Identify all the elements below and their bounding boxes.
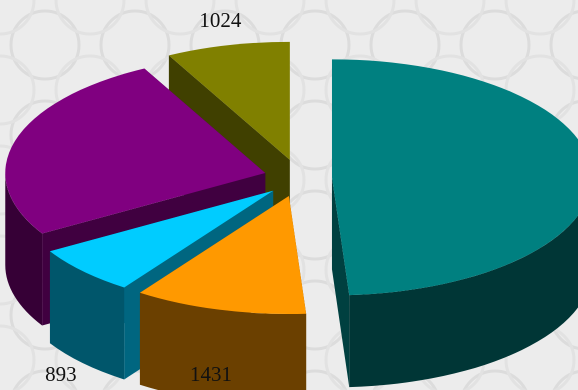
labels-layer: 650714318931024 xyxy=(45,8,242,386)
data-label-slice-2: 1431 xyxy=(190,362,232,386)
pie-slice-2 xyxy=(139,196,307,390)
pie-slice-4-top xyxy=(5,68,266,234)
pie-slice-1-side-end xyxy=(331,177,350,388)
slices-layer xyxy=(5,41,578,390)
pie-slice-1 xyxy=(331,59,578,388)
data-label-slice-5: 1024 xyxy=(199,8,242,32)
data-label-slice-3: 893 xyxy=(45,362,77,386)
pie-slice-1-top xyxy=(331,59,578,296)
pie-slice-2-top xyxy=(139,196,307,315)
pie-slice-2-wall xyxy=(139,292,307,390)
pie-slice-3-wall xyxy=(49,251,125,380)
pie-slice-1-wall xyxy=(349,215,578,388)
pie-slice-4-wall xyxy=(5,172,43,326)
pie-slice-3-top xyxy=(49,190,274,288)
pie-slice-5-top xyxy=(168,41,290,160)
